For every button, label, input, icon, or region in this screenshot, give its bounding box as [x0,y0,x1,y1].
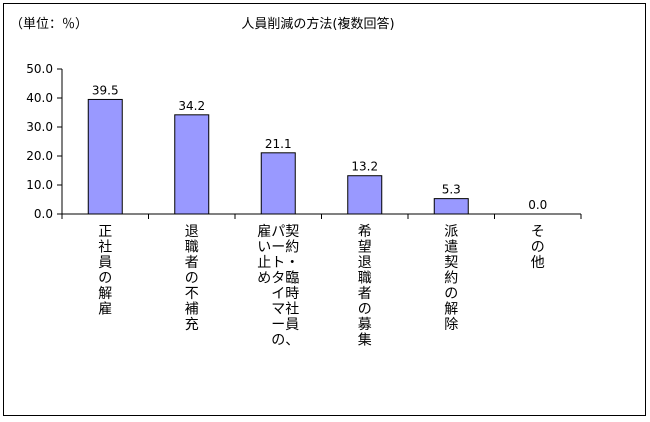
category-label: 正社員の解雇 [98,224,112,318]
data-label: 5.3 [442,183,461,197]
y-tick-label: 10.0 [26,178,53,192]
data-label: 13.2 [351,160,378,174]
category-label: その他 [531,224,545,271]
bar [433,198,469,215]
category-label: 契約・臨時社員、パートタイマーの雇い止め [257,223,299,349]
bar [174,114,210,215]
y-tick-label: 50.0 [26,62,53,76]
plot-area: 50.0 40.0 30.0 20.0 10.0 0.0 39.5 正社員の解雇 34.2 退職者… [26,62,582,349]
category-label: 派遣契約の解除 [444,224,458,333]
unit-label: （単位：％） [10,16,88,32]
data-label: 0.0 [528,198,547,212]
y-tick-label: 40.0 [26,91,53,105]
chart-frame: （単位：％） 人員削減の方法(複数回答) 50.0 40.0 30.0 20.0 10.… [3,3,646,416]
bar [87,98,123,215]
bar [347,175,383,215]
y-tick-label: 0.0 [34,207,53,221]
data-label: 34.2 [178,99,205,113]
chart-title: 人員削減の方法(複数回答) [241,16,394,32]
data-label: 21.1 [265,137,292,151]
bar [260,152,296,215]
y-tick-label: 30.0 [26,120,53,134]
data-label: 39.5 [92,83,119,97]
category-label: 退職者の不補充 [185,224,199,333]
y-tick-label: 20.0 [26,149,53,163]
category-label: 希望退職者の募集 [358,224,372,349]
bar-chart: （単位：％） 人員削減の方法(複数回答) 50.0 40.0 30.0 20.0 10.… [10,16,582,349]
